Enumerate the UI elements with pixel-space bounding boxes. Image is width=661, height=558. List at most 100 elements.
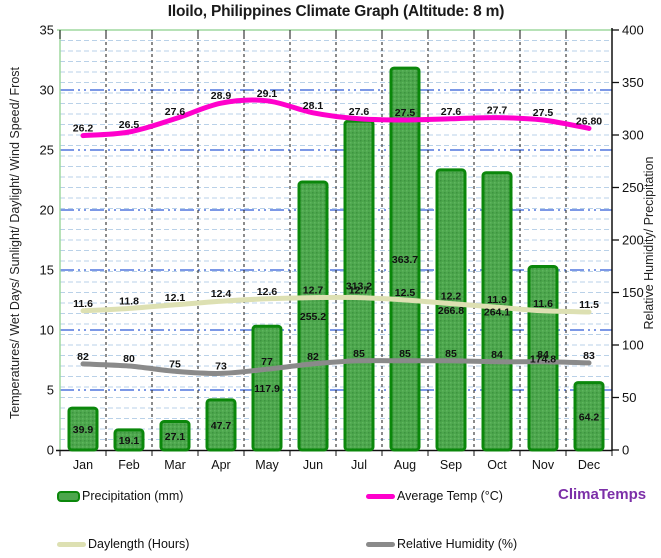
- svg-text:174.8: 174.8: [530, 353, 556, 365]
- svg-text:77: 77: [261, 356, 273, 368]
- line-average-temp-c-: [80, 97, 592, 139]
- svg-text:39.9: 39.9: [73, 424, 94, 436]
- svg-text:300: 300: [622, 128, 644, 143]
- vertical-gridlines: [105, 30, 567, 450]
- svg-text:12.7: 12.7: [349, 285, 370, 297]
- svg-text:27.6: 27.6: [349, 106, 370, 118]
- legend-label-average-temp: Average Temp (°C): [397, 489, 503, 503]
- svg-text:50: 50: [622, 390, 636, 405]
- svg-text:350: 350: [622, 75, 644, 90]
- plot-frame: [56, 28, 619, 456]
- svg-text:35: 35: [40, 23, 54, 38]
- svg-text:85: 85: [399, 348, 411, 360]
- svg-text:19.1: 19.1: [119, 435, 140, 447]
- svg-text:27.1: 27.1: [165, 431, 186, 443]
- svg-text:28.1: 28.1: [303, 100, 324, 112]
- line-relative-humidity-: [80, 358, 592, 376]
- legend-label-precipitation: Precipitation (mm): [82, 489, 184, 503]
- svg-text:11.9: 11.9: [487, 294, 507, 306]
- svg-text:264.1: 264.1: [484, 306, 510, 318]
- svg-text:Oct: Oct: [487, 458, 507, 472]
- svg-text:363.7: 363.7: [392, 254, 418, 266]
- svg-text:11.6: 11.6: [73, 298, 93, 310]
- legend-item-daylength: Daylength (Hours): [57, 537, 189, 551]
- svg-text:313.2: 313.2: [346, 281, 372, 293]
- chart-title: Iloilo, Philippines Climate Graph (Altit…: [167, 3, 505, 20]
- svg-text:Mar: Mar: [164, 458, 186, 472]
- svg-text:May: May: [255, 458, 279, 472]
- svg-text:12.4: 12.4: [211, 288, 232, 300]
- svg-text:83: 83: [583, 350, 595, 362]
- svg-text:27.5: 27.5: [533, 107, 554, 119]
- left-axis-ticks: 0 5 10 15 20 25 30 35: [40, 23, 54, 458]
- svg-text:12.2: 12.2: [441, 291, 462, 303]
- month-labels: Jan Feb Mar Apr May Jun Jul Aug Sep Oct Nov Dec: [73, 458, 600, 472]
- svg-text:84: 84: [491, 349, 503, 361]
- svg-text:82: 82: [307, 351, 319, 363]
- svg-text:255.2: 255.2: [300, 311, 326, 323]
- svg-text:27.5: 27.5: [395, 107, 416, 119]
- svg-text:5: 5: [47, 383, 54, 398]
- legend-label-daylength: Daylength (Hours): [88, 537, 190, 551]
- svg-text:200: 200: [622, 233, 644, 248]
- svg-text:Dec: Dec: [578, 458, 600, 472]
- svg-text:75: 75: [169, 358, 181, 370]
- svg-text:82: 82: [77, 351, 89, 363]
- line-daylength-hours-: [80, 294, 592, 315]
- svg-text:Jun: Jun: [303, 458, 323, 472]
- svg-text:15: 15: [40, 263, 54, 278]
- svg-text:11.5: 11.5: [579, 299, 599, 311]
- svg-text:Feb: Feb: [118, 458, 140, 472]
- svg-text:27.6: 27.6: [441, 106, 462, 118]
- climatemps-logo: ClimaTemps: [558, 486, 647, 503]
- right-axis-ticks: 0 50 100 150 200 250 300 350 400: [622, 23, 644, 458]
- svg-text:266.8: 266.8: [438, 305, 464, 317]
- precipitation-swatch-icon: [57, 490, 80, 502]
- svg-text:Aug: Aug: [394, 458, 416, 472]
- value-labels: 39.9 19.1 27.1 47.7 117.9 255.2 313.2 363.7 266.…: [73, 88, 603, 447]
- svg-text:80: 80: [123, 353, 135, 365]
- svg-text:12.6: 12.6: [257, 286, 278, 298]
- average-temp-swatch-icon: [366, 493, 395, 499]
- svg-text:100: 100: [622, 338, 644, 353]
- svg-text:85: 85: [353, 348, 365, 360]
- svg-text:27.7: 27.7: [487, 105, 508, 117]
- svg-text:150: 150: [622, 285, 644, 300]
- svg-text:Sep: Sep: [440, 458, 462, 472]
- svg-text:0: 0: [47, 443, 54, 458]
- svg-text:29.1: 29.1: [257, 88, 278, 100]
- humidity-swatch-icon: [366, 541, 395, 547]
- svg-text:30: 30: [40, 83, 54, 98]
- svg-text:85: 85: [445, 348, 457, 360]
- svg-text:11.6: 11.6: [533, 298, 553, 310]
- daylength-swatch-icon: [57, 541, 86, 547]
- svg-text:26.80: 26.80: [576, 115, 602, 127]
- svg-text:12.7: 12.7: [303, 285, 324, 297]
- svg-text:12.5: 12.5: [395, 287, 416, 299]
- legend-label-humidity: Relative Humidity (%): [397, 537, 518, 551]
- svg-text:20: 20: [40, 203, 54, 218]
- legend-item-humidity: Relative Humidity (%): [366, 537, 517, 551]
- svg-text:64.2: 64.2: [579, 411, 600, 423]
- svg-text:84: 84: [537, 349, 549, 361]
- svg-text:250: 250: [622, 180, 644, 195]
- svg-text:73: 73: [215, 360, 227, 372]
- svg-text:26.2: 26.2: [73, 123, 94, 135]
- svg-text:400: 400: [622, 23, 644, 38]
- svg-text:0: 0: [622, 443, 629, 458]
- svg-text:27.6: 27.6: [165, 106, 186, 118]
- svg-text:47.7: 47.7: [211, 420, 232, 432]
- svg-text:Apr: Apr: [211, 458, 230, 472]
- svg-text:Jan: Jan: [73, 458, 93, 472]
- legend-item-precipitation: Precipitation (mm): [57, 489, 183, 503]
- svg-text:Jul: Jul: [351, 458, 367, 472]
- svg-text:Nov: Nov: [532, 458, 555, 472]
- climate-chart-plot: 39.9 19.1 27.1 47.7 117.9 255.2 313.2 363.7 266.…: [40, 23, 644, 473]
- svg-text:10: 10: [40, 323, 54, 338]
- legend-item-average-temp: Average Temp (°C): [366, 489, 503, 503]
- svg-text:26.5: 26.5: [119, 119, 140, 131]
- svg-text:28.9: 28.9: [211, 90, 232, 102]
- svg-text:117.9: 117.9: [254, 383, 280, 395]
- svg-text:25: 25: [40, 143, 54, 158]
